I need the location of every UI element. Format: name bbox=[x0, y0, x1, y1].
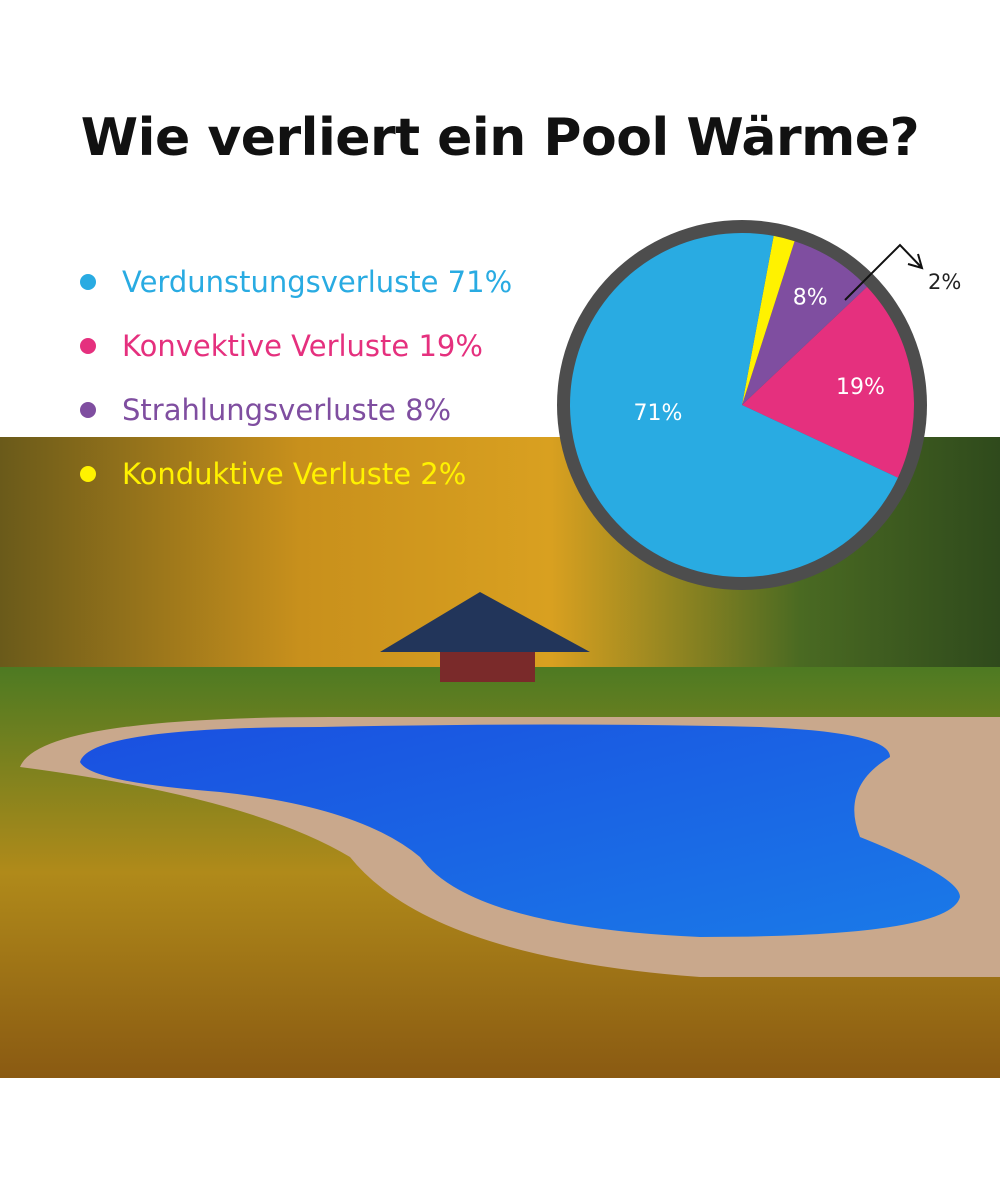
legend-item-konduktiv: Konduktive Verluste 2% bbox=[80, 442, 512, 506]
chart-title: Wie verliert ein Pool Wärme? bbox=[80, 108, 920, 168]
pie-slice-konvektiv bbox=[742, 286, 914, 478]
data-label-konvektiv: 19% bbox=[836, 375, 885, 400]
legend-label: Konduktive Verluste 2% bbox=[122, 457, 467, 491]
pie-slice-verdunstung bbox=[570, 232, 898, 577]
legend-dot-icon bbox=[80, 402, 96, 418]
legend-item-strahlung: Strahlungsverluste 8% bbox=[80, 378, 512, 442]
legend-dot-icon bbox=[80, 338, 96, 354]
legend-label: Verdunstungsverluste 71% bbox=[122, 265, 513, 299]
callout-arrow-icon bbox=[844, 243, 924, 301]
data-label-strahlung: 8% bbox=[793, 286, 828, 311]
legend-label: Konvektive Verluste 19% bbox=[122, 329, 483, 363]
legend-label: Strahlungsverluste 8% bbox=[122, 393, 452, 427]
legend: Verdunstungsverluste 71% Konvektive Verl… bbox=[80, 250, 512, 506]
data-label-verdunstung: 71% bbox=[634, 401, 683, 426]
legend-dot-icon bbox=[80, 274, 96, 290]
legend-item-konvektiv: Konvektive Verluste 19% bbox=[80, 314, 512, 378]
pie-slice-konduktiv bbox=[742, 235, 795, 405]
data-label-konduktiv: 2% bbox=[928, 270, 961, 294]
pie-slice-strahlung bbox=[742, 241, 867, 405]
legend-item-verdunstung: Verdunstungsverluste 71% bbox=[80, 250, 512, 314]
legend-dot-icon bbox=[80, 466, 96, 482]
